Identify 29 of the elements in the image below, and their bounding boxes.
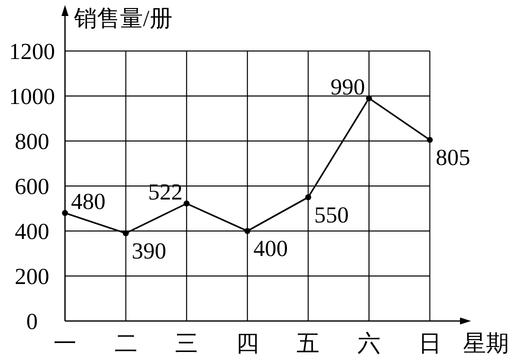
- x-tick-label: 一: [54, 331, 76, 356]
- x-tick-label: 日: [418, 331, 442, 356]
- point: [122, 230, 129, 236]
- point: [366, 95, 372, 102]
- data-label: 990: [330, 74, 365, 100]
- x-tick-label: 六: [358, 331, 380, 356]
- data-label: 550: [314, 202, 349, 228]
- point: [62, 210, 68, 216]
- y-tick-label: 200: [14, 264, 50, 289]
- y-tick-label: 1200: [9, 39, 55, 64]
- y-tick-label: 600: [14, 174, 50, 199]
- point: [184, 200, 190, 207]
- x-tick-label: 三: [175, 331, 198, 356]
- x-tick-label: 五: [296, 331, 320, 356]
- x-axis-title: 星期: [463, 331, 509, 356]
- y-tick-label: 1000: [9, 84, 55, 109]
- y-tick-label: 0: [26, 309, 38, 334]
- point: [305, 194, 312, 200]
- point: [244, 228, 250, 234]
- data-label: 805: [436, 144, 470, 170]
- x-tick-label: 四: [236, 331, 259, 356]
- data-label: 390: [132, 238, 166, 264]
- y-tick-label: 400: [14, 219, 50, 244]
- y-axis-title: 销售量/册: [73, 6, 172, 31]
- data-label: 480: [71, 189, 106, 214]
- x-tick-label: 二: [114, 331, 138, 356]
- data-label: 400: [253, 236, 288, 261]
- y-tick-label: 800: [14, 129, 50, 154]
- point: [426, 136, 433, 143]
